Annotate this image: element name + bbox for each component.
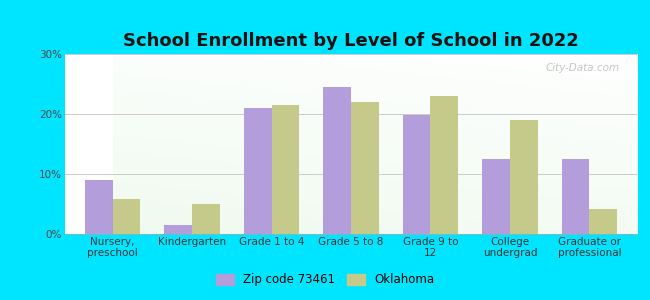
Bar xyxy=(510,120,538,234)
Bar xyxy=(590,209,617,234)
Bar xyxy=(562,159,590,234)
Bar xyxy=(244,108,272,234)
Bar xyxy=(164,225,192,234)
Bar xyxy=(112,199,140,234)
Bar xyxy=(351,102,379,234)
Bar xyxy=(85,180,112,234)
Legend: Zip code 73461, Oklahoma: Zip code 73461, Oklahoma xyxy=(211,269,439,291)
Bar xyxy=(402,115,430,234)
Bar xyxy=(272,105,300,234)
Bar xyxy=(430,96,458,234)
Bar xyxy=(482,159,510,234)
Text: City-Data.com: City-Data.com xyxy=(546,63,620,73)
Bar xyxy=(323,87,351,234)
Bar xyxy=(192,204,220,234)
Title: School Enrollment by Level of School in 2022: School Enrollment by Level of School in … xyxy=(123,32,579,50)
